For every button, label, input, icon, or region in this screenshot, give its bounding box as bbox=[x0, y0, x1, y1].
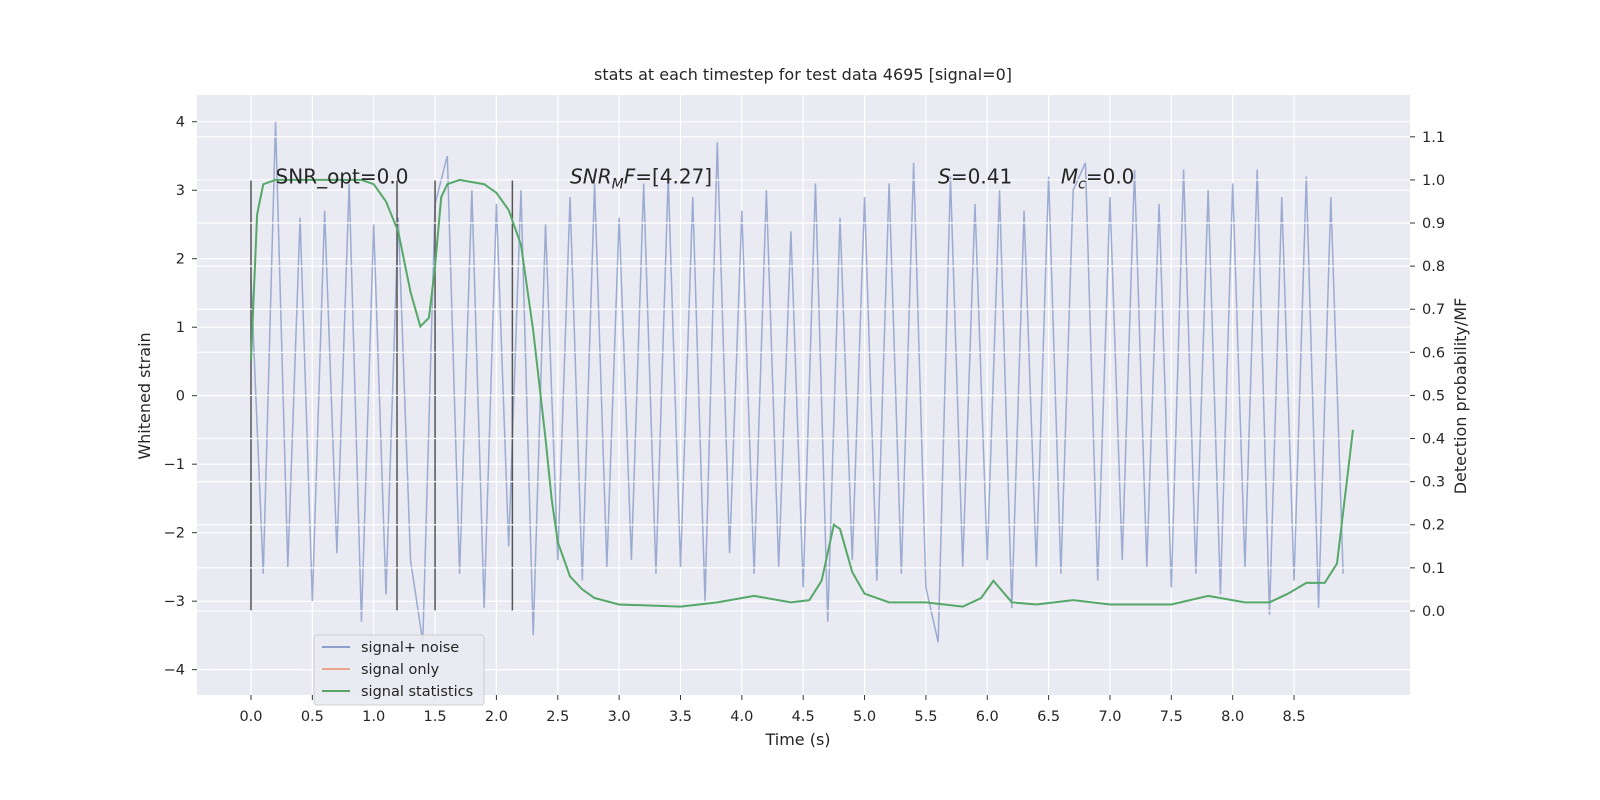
y-tick-label: 4 bbox=[176, 115, 185, 131]
annotation-part: S bbox=[938, 165, 951, 189]
x-tick-label: 5.5 bbox=[914, 709, 937, 725]
x-tick-label: 0.0 bbox=[239, 709, 262, 725]
y-tick-label: 1 bbox=[176, 320, 185, 336]
y2-tick-label: 0.9 bbox=[1422, 216, 1445, 232]
annotation-part: SNR bbox=[570, 165, 612, 189]
labels: 0.0 0.5 1.0 1.5 2.0 2.5 3.0 3.5 4.0 4.5 5.0 5.5 6.0 6… bbox=[164, 115, 1445, 725]
annotation-part: c bbox=[1078, 177, 1086, 193]
y2-tick-label: 1.1 bbox=[1422, 130, 1445, 146]
annotation-part: M bbox=[1061, 165, 1078, 189]
y2-tick-label: 0.8 bbox=[1422, 259, 1445, 275]
y2-tick-label: 0.0 bbox=[1422, 604, 1445, 620]
annotation-part: =0.41 bbox=[951, 165, 1012, 189]
annotation-part: M bbox=[612, 177, 624, 193]
x-tick-label: 1.5 bbox=[424, 709, 447, 725]
y-axis-label: Whitened strain bbox=[135, 332, 154, 459]
x-tick-label: 8.5 bbox=[1283, 709, 1306, 725]
y2-tick-label: 0.5 bbox=[1422, 388, 1445, 404]
legend-label: signal+ noise bbox=[361, 640, 459, 656]
x-tick-label: 3.5 bbox=[669, 709, 692, 725]
y2-tick-label: 0.4 bbox=[1422, 432, 1445, 448]
annotation: Mc=0.0 bbox=[1061, 165, 1135, 193]
x-tick-label: 4.5 bbox=[792, 709, 815, 725]
legend-box bbox=[313, 634, 485, 706]
annotation: SNR_opt=0.0 bbox=[276, 165, 409, 189]
y-tick-label: −3 bbox=[164, 594, 185, 610]
y-tick-label: −1 bbox=[164, 457, 185, 473]
y2-tick-label: 0.1 bbox=[1422, 561, 1445, 577]
legend: signal+ noise signal only signal statistic… bbox=[313, 634, 485, 706]
x-tick-label: 3.0 bbox=[608, 709, 631, 725]
x-tick-label: 2.5 bbox=[546, 709, 569, 725]
y2-tick-label: 0.6 bbox=[1422, 345, 1445, 361]
legend-label: signal statistics bbox=[361, 684, 473, 700]
x-tick-label: 7.0 bbox=[1098, 709, 1121, 725]
y-tick-label: −4 bbox=[164, 663, 185, 679]
y-tick-label: 3 bbox=[176, 183, 185, 199]
y-tick-label: 2 bbox=[176, 252, 185, 268]
x-tick-label: 6.5 bbox=[1037, 709, 1060, 725]
y2-tick-label: 0.3 bbox=[1422, 475, 1445, 491]
grid2 bbox=[197, 136, 1410, 612]
y2-tick-label: 0.7 bbox=[1422, 302, 1445, 318]
y2-tick-label: 0.2 bbox=[1422, 518, 1445, 534]
marks2 bbox=[249, 178, 1354, 608]
y2-tick-label: 1.0 bbox=[1422, 173, 1445, 189]
annotation-part: F bbox=[624, 165, 636, 189]
x-tick-label: 5.0 bbox=[853, 709, 876, 725]
annotation: SNRMF=[4.27] bbox=[570, 165, 712, 193]
y-tick-label: −2 bbox=[164, 526, 185, 542]
x-axis-label: Time (s) bbox=[764, 730, 830, 749]
series-line bbox=[249, 178, 1354, 608]
x-tick-label: 0.5 bbox=[301, 709, 324, 725]
legend-label: signal only bbox=[361, 662, 440, 678]
x-tick-label: 8.0 bbox=[1221, 709, 1244, 725]
annotation-part: =0.0 bbox=[1086, 165, 1135, 189]
y-tick-label: 0 bbox=[176, 389, 185, 405]
annotation-part: SNR_opt=0.0 bbox=[276, 165, 409, 189]
x-tick-label: 4.0 bbox=[730, 709, 753, 725]
x-tick-label: 7.5 bbox=[1160, 709, 1183, 725]
x-tick-label: 1.0 bbox=[362, 709, 385, 725]
x-tick-label: 6.0 bbox=[976, 709, 999, 725]
annotation: S=0.41 bbox=[938, 165, 1012, 189]
x-tick-label: 2.0 bbox=[485, 709, 508, 725]
y2-axis-label: Detection probability/MF bbox=[1451, 298, 1470, 495]
chart-title: stats at each timestep for test data 469… bbox=[594, 65, 1012, 84]
annotation-part: =[4.27] bbox=[635, 165, 712, 189]
